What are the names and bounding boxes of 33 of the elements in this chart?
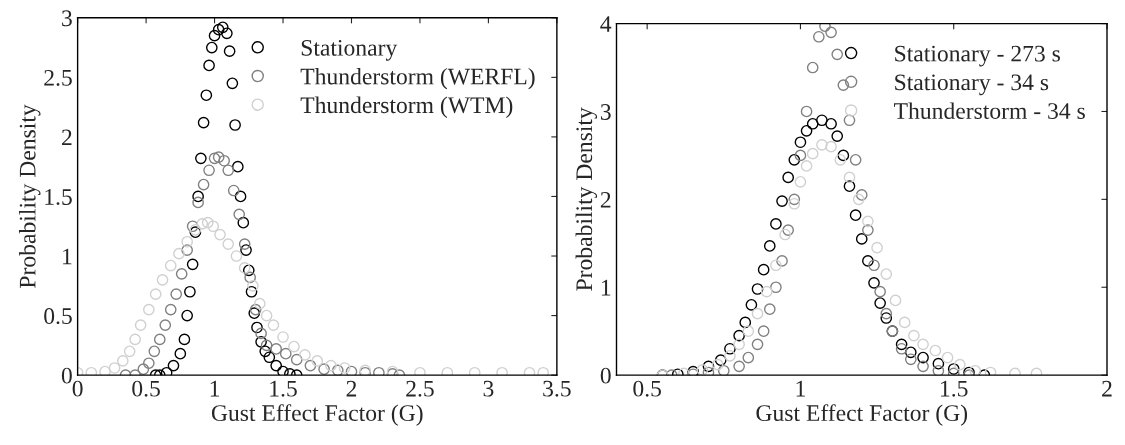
x-tick-label: 1.5 (941, 380, 968, 397)
y-tick-label: 4 (600, 16, 612, 32)
y-tick-label: 3 (600, 104, 611, 120)
legend-label: Thunderstorm (WTM) (300, 96, 513, 118)
x-tick-label: 2 (346, 380, 357, 397)
y-axis-title: Probability Density (18, 104, 41, 288)
x-axis-title: Gust Effect Factor (G) (211, 404, 423, 426)
x-axis-title: Gust Effect Factor (G) (756, 404, 968, 426)
y-tick-label: 3 (62, 10, 72, 27)
y-axis-title: Probability Density (575, 107, 598, 291)
y-tick-label: 2.5 (44, 69, 72, 86)
y-tick-label: 1 (601, 279, 611, 296)
legend-label: Thunderstorm - 34 s (894, 102, 1085, 120)
legend-label: Stationary - 34 s (895, 74, 1049, 96)
y-tick-label: 2 (600, 191, 611, 208)
legend-label: Stationary - 273 s (895, 45, 1060, 67)
x-tick-label: 1 (796, 380, 805, 397)
legend-label: Stationary (301, 39, 398, 61)
y-tick-label: 0.5 (44, 308, 72, 325)
y-tick-label: 1 (63, 248, 72, 265)
y-tick-label: 0 (61, 367, 72, 384)
x-tick-label: 2 (1102, 380, 1112, 397)
x-tick-label: 2.5 (406, 380, 434, 397)
y-tick-label: 0 (600, 367, 611, 384)
x-tick-label: 1.5 (270, 380, 297, 397)
legend-label: Thunderstorm (WERFL) (300, 67, 535, 90)
x-tick-label: 3.5 (543, 380, 571, 397)
y-tick-label: 1.5 (45, 189, 72, 205)
x-tick-label: 3 (483, 380, 494, 397)
y-tick-label: 2 (62, 129, 72, 146)
x-tick-label: 0.5 (132, 380, 160, 397)
x-tick-label: 0.5 (633, 380, 661, 397)
x-tick-label: 1 (210, 380, 220, 397)
